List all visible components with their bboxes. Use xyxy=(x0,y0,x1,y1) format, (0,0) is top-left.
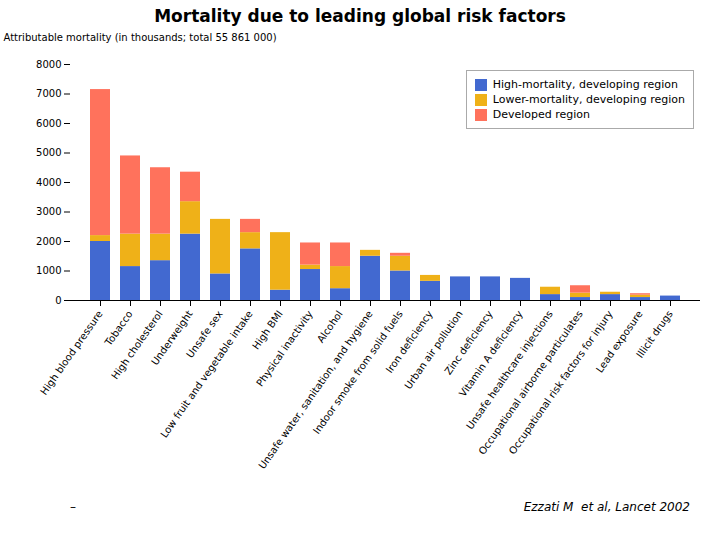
svg-text:High cholesterol: High cholesterol xyxy=(109,308,165,381)
svg-text:High blood pressure: High blood pressure xyxy=(38,308,105,396)
svg-text:Underweight: Underweight xyxy=(149,308,195,367)
svg-text:Iron deficiency: Iron deficiency xyxy=(383,308,435,375)
svg-text:7000: 7000 xyxy=(36,88,61,99)
svg-text:Illicit drugs: Illicit drugs xyxy=(634,308,675,359)
html-text:Lower-mortality, developing re: Lower-mortality, developing region xyxy=(492,93,685,106)
svg-text:Low fruit and vegetable intake: Low fruit and vegetable intake xyxy=(158,308,255,439)
svg-text:1000: 1000 xyxy=(36,265,61,276)
svg-text:3000: 3000 xyxy=(36,206,61,217)
svg-text:Physical inactivity: Physical inactivity xyxy=(254,308,315,388)
svg-text:Occupational risk factors for: Occupational risk factors for injury xyxy=(507,308,615,456)
svg-text:Tobacco: Tobacco xyxy=(102,308,135,348)
svg-text:Unsafe healthcare injections: Unsafe healthcare injections xyxy=(464,308,555,432)
html-text:Ezzati M et al, Lancet 2002: Ezzati M et al, Lancet 2002 xyxy=(523,500,690,514)
svg-text:Attributable mortality (in tho: Attributable mortality (in thousands; to… xyxy=(4,32,277,43)
svg-text:Indoor smoke from solid fuels: Indoor smoke from solid fuels xyxy=(310,308,405,436)
svg-text:2000: 2000 xyxy=(36,236,61,247)
svg-text:8000: 8000 xyxy=(36,59,61,70)
html-text:Mortality due to leading globa: Mortality due to leading global risk fac… xyxy=(154,6,566,26)
svg-text:4000: 4000 xyxy=(36,177,61,188)
svg-text:Unsafe sex: Unsafe sex xyxy=(184,308,225,360)
svg-text:0: 0 xyxy=(55,295,61,306)
svg-text:5000: 5000 xyxy=(36,147,61,158)
svg-text:Unsafe water, sanitation, and: Unsafe water, sanitation, and hygiene xyxy=(256,308,374,471)
svg-text:Zinc deficiency: Zinc deficiency xyxy=(442,308,495,377)
svg-text:Occupational airborne particul: Occupational airborne particulates xyxy=(476,308,585,457)
svg-text:High BMI: High BMI xyxy=(250,308,285,352)
html-text:High-mortality, developing reg: High-mortality, developing region xyxy=(492,78,678,91)
html-text:Developed region: Developed region xyxy=(492,108,591,121)
svg-text:Lead exposure: Lead exposure xyxy=(594,308,645,374)
svg-text:Urban air pollution: Urban air pollution xyxy=(402,308,464,391)
svg-text:Alcohol: Alcohol xyxy=(315,308,345,344)
svg-text:Vitamin A deficiency: Vitamin A deficiency xyxy=(457,308,525,399)
svg-text:6000: 6000 xyxy=(36,118,61,129)
